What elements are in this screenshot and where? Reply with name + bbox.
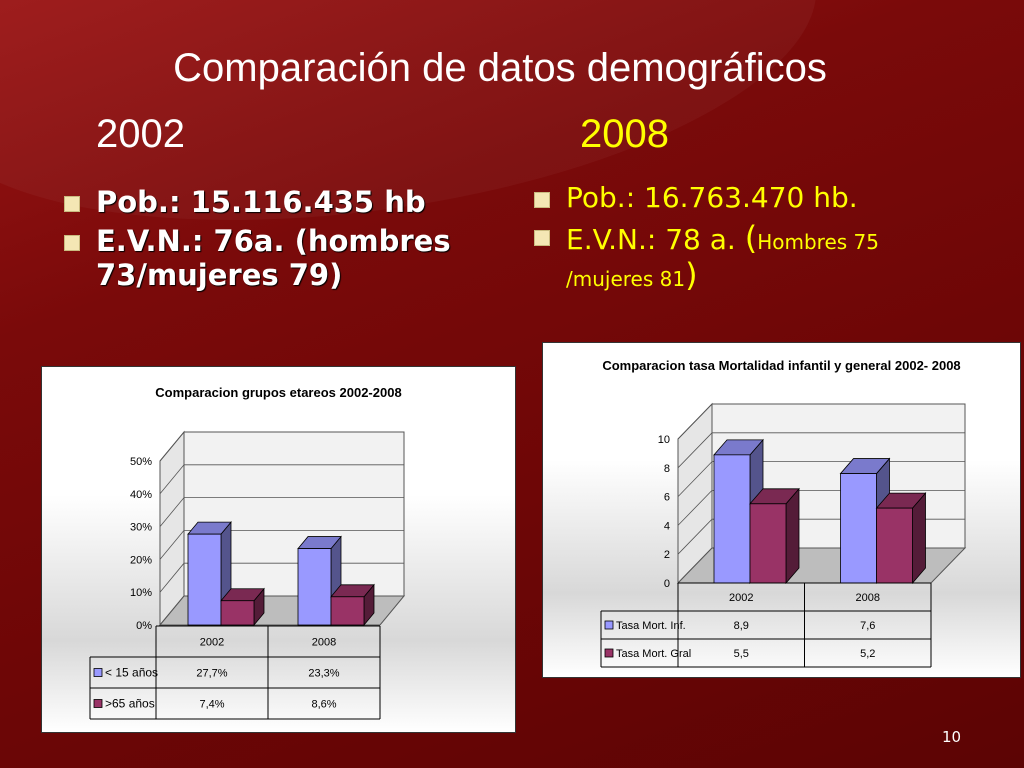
y-tick-label: 8: [664, 463, 670, 475]
evn-detail: Hombres 75 /mujeres 81: [566, 230, 879, 291]
chart-age-groups: Comparacion grupos etareos 2002-2008 0% 10…: [41, 366, 516, 733]
bar-0-1: [220, 600, 255, 626]
gridline: [159, 497, 404, 527]
y-tick-label: 2: [664, 549, 670, 561]
bar-1-1: [876, 507, 913, 584]
y-tick-label: 0%: [136, 620, 152, 632]
chart-mortality-svg: Comparacion tasa Mortalidad infantil y g…: [600, 358, 967, 668]
bar-side: [785, 487, 800, 585]
bullet-pob-2002: Pob.: 15.116.435 hb: [58, 185, 478, 219]
legend-swatch: [604, 648, 614, 658]
bar-side: [912, 492, 926, 585]
bar-0-0: [713, 454, 751, 584]
gridline: [677, 432, 965, 469]
gridline: [159, 431, 404, 462]
chart-mortality: Comparacion tasa Mortalidad infantil y g…: [542, 342, 1021, 678]
data-label: 7,6: [860, 620, 875, 632]
data-label: 5,5: [734, 648, 749, 660]
bar-0-1: [749, 503, 787, 584]
data-label: 5,2: [860, 648, 875, 660]
chart-age-groups-svg: Comparacion grupos etareos 2002-2008 0% 10…: [89, 385, 406, 720]
data-label: 7,4%: [199, 699, 224, 711]
x-category-label: 2002: [729, 592, 753, 604]
bullet-evn-2002: E.V.N.: 76a. (hombres 73/mujeres 79): [58, 225, 478, 292]
data-label: 27,7%: [196, 668, 227, 680]
bullet-evn-2008: E.V.N.: 78 a. (Hombres 75 /mujeres 81): [528, 220, 968, 294]
gridline: [677, 403, 965, 440]
page-number: 10: [942, 728, 962, 746]
chart-title: Comparacion grupos etareos 2002-2008: [155, 385, 401, 400]
legend-swatch: [93, 668, 103, 677]
y-tick-label: 30%: [130, 522, 152, 534]
legend-series-name: >65 años: [105, 697, 155, 711]
data-label: 23,3%: [308, 668, 339, 680]
y-tick-label: 10: [658, 434, 670, 446]
legend-swatch: [604, 620, 614, 630]
data-label: 8,9: [734, 620, 749, 632]
data-label: 8,6%: [311, 699, 336, 711]
slide-title: Comparación de datos demográficos: [173, 46, 827, 90]
evn-main: E.V.N.: 78 a.: [566, 223, 745, 257]
evn-open-paren: (: [744, 219, 758, 258]
y-tick-label: 10%: [130, 587, 152, 599]
side-wall: [159, 430, 185, 627]
x-category-label: 2008: [312, 637, 336, 649]
y-tick-label: 20%: [130, 554, 152, 566]
bar-1-0: [840, 473, 877, 584]
y-tick-label: 40%: [130, 489, 152, 501]
y-tick-label: 50%: [130, 456, 152, 468]
legend-series-name: < 15 años: [105, 666, 158, 680]
y-tick-label: 6: [664, 492, 670, 504]
x-category-label: 2002: [200, 637, 224, 649]
bullet-pob-2008: Pob.: 16.763.470 hb.: [528, 181, 968, 214]
bar-1-0: [297, 548, 332, 626]
legend-series-name: Tasa Mort. Inf.: [616, 620, 686, 632]
x-category-label: 2008: [856, 592, 880, 604]
y-tick-label: 4: [664, 520, 670, 532]
gridline: [159, 529, 404, 560]
y-tick-label: 0: [664, 578, 670, 590]
chart-title: Comparacion tasa Mortalidad infantil y g…: [602, 358, 960, 373]
legend-swatch: [93, 699, 103, 708]
year-2002-heading: 2002: [96, 112, 185, 156]
left-bullet-list: Pob.: 15.116.435 hb E.V.N.: 76a. (hombre…: [58, 185, 478, 298]
gridline: [159, 464, 404, 495]
year-2008-heading: 2008: [580, 112, 669, 156]
bar-1-1: [330, 596, 365, 626]
right-bullet-list: Pob.: 16.763.470 hb. E.V.N.: 78 a. (Homb…: [528, 181, 968, 300]
evn-close-paren: ): [685, 255, 698, 294]
legend-series-name: Tasa Mort. Gral: [616, 648, 691, 660]
bar-0-0: [187, 533, 222, 626]
